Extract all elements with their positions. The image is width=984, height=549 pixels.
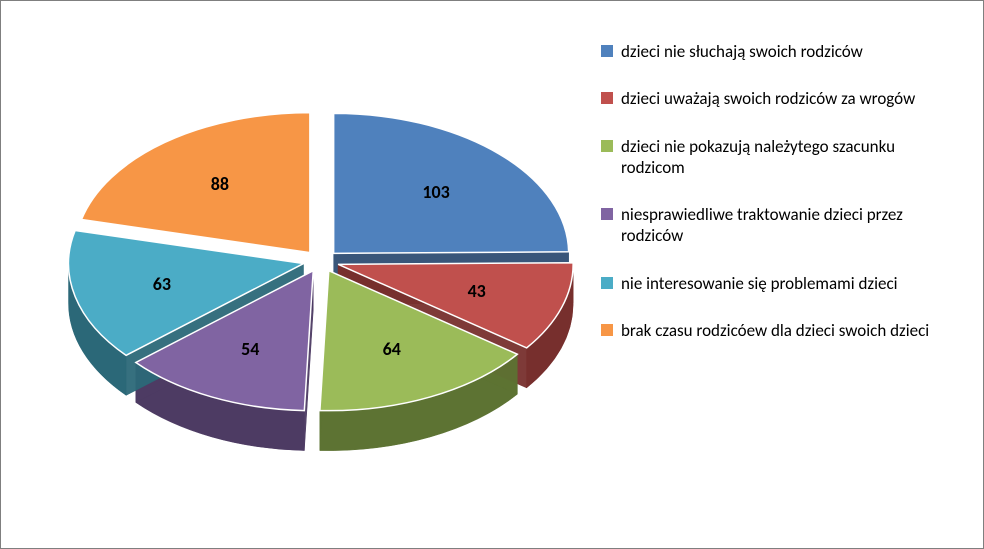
legend-swatch bbox=[601, 208, 613, 220]
legend-item: niesprawiedliwe traktowanie dzieci przez… bbox=[601, 204, 961, 247]
pie-slice-value: 64 bbox=[383, 338, 401, 360]
pie-slice-value: 54 bbox=[241, 338, 259, 360]
legend-label: dzieci uważają swoich rodziców za wrogów bbox=[621, 88, 915, 109]
chart-legend: dzieci nie słuchają swoich rodziców dziec… bbox=[601, 41, 961, 367]
legend-label: dzieci nie pokazują należytego szacunku … bbox=[621, 136, 961, 179]
legend-item: dzieci nie pokazują należytego szacunku … bbox=[601, 136, 961, 179]
pie-slice-value: 43 bbox=[468, 280, 486, 302]
legend-label: brak czasu rodzicóew dla dzieci swoich d… bbox=[621, 320, 929, 341]
legend-item: brak czasu rodzicóew dla dzieci swoich d… bbox=[601, 320, 961, 341]
legend-item: nie interesowanie się problemami dzieci bbox=[601, 273, 961, 294]
legend-label: niesprawiedliwe traktowanie dzieci przez… bbox=[621, 204, 961, 247]
legend-swatch bbox=[601, 92, 613, 104]
legend-swatch bbox=[601, 45, 613, 57]
legend-label: nie interesowanie się problemami dzieci bbox=[621, 273, 898, 294]
legend-item: dzieci nie słuchają swoich rodziców bbox=[601, 41, 961, 62]
legend-swatch bbox=[601, 324, 613, 336]
legend-label: dzieci nie słuchają swoich rodziców bbox=[621, 41, 863, 62]
pie-slice-value: 63 bbox=[153, 273, 171, 295]
pie-slice-value: 88 bbox=[211, 173, 229, 195]
pie-svg bbox=[21, 21, 581, 521]
legend-swatch bbox=[601, 140, 613, 152]
legend-item: dzieci uważają swoich rodziców za wrogów bbox=[601, 88, 961, 109]
chart-frame: 103 43 64 54 63 88 dzieci nie słuchają swoich… bbox=[0, 0, 984, 549]
pie-chart: 103 43 64 54 63 88 bbox=[21, 21, 581, 521]
pie-slice-value: 103 bbox=[422, 181, 449, 203]
legend-swatch bbox=[601, 277, 613, 289]
